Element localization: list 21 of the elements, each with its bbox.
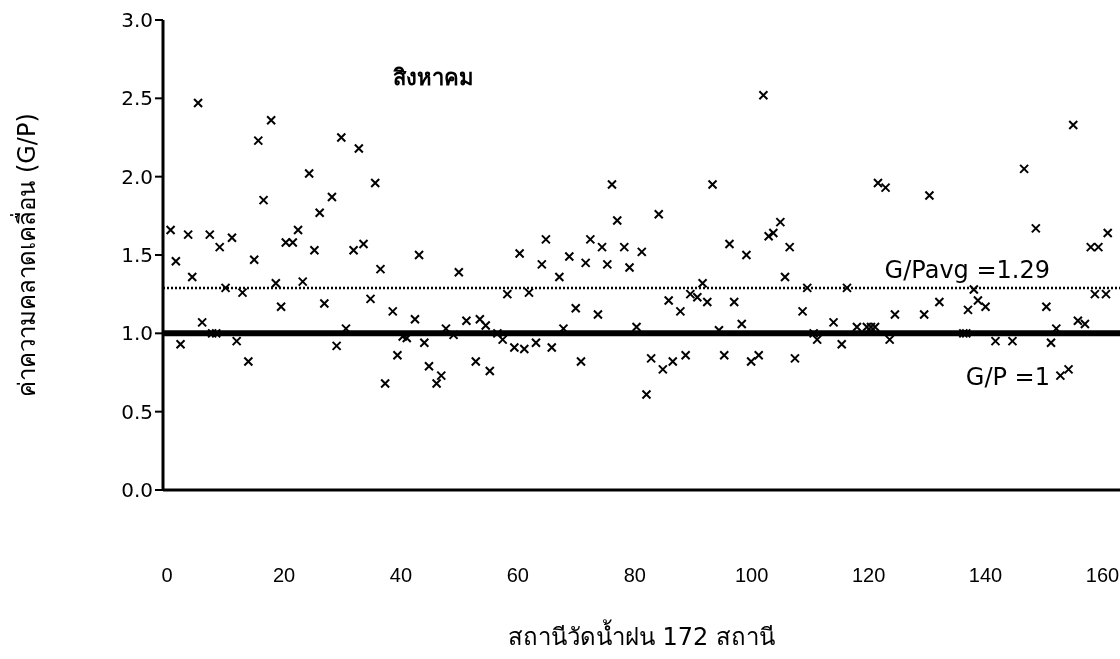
y-tick-label: 1.5 — [121, 243, 153, 268]
x-tick-label: 80 — [623, 564, 646, 586]
x-tick-label: 140 — [968, 564, 1003, 586]
x-tick-label: 40 — [389, 564, 413, 586]
y-tick-label: 1.0 — [121, 321, 153, 346]
y-tick-label: 2.0 — [121, 164, 153, 189]
ref-line-label: G/Pavg =1.29 — [884, 255, 1050, 284]
x-tick-label: 60 — [506, 564, 529, 586]
text: สิงหาคม — [393, 64, 474, 92]
y-tick-label: 0.5 — [121, 399, 153, 424]
ref-line-label: G/P =1 — [965, 363, 1050, 392]
x-tick-label: 20 — [272, 564, 296, 586]
x-tick-label: 100 — [735, 564, 769, 586]
y-tick-label: 0.0 — [121, 478, 153, 503]
x-tick-label: 160 — [1085, 564, 1120, 586]
x-tick-label: 120 — [851, 564, 886, 586]
x-tick-label: 0 — [161, 564, 173, 586]
y-axis-title: ค่าความคลาดเคลื่อน (G/P) — [9, 113, 41, 397]
x-axis-title: สถานีวัดน้ำฝน 172 สถานี — [507, 619, 776, 651]
y-tick-label: 2.5 — [121, 86, 153, 111]
y-tick-label: 3.0 — [121, 8, 153, 33]
